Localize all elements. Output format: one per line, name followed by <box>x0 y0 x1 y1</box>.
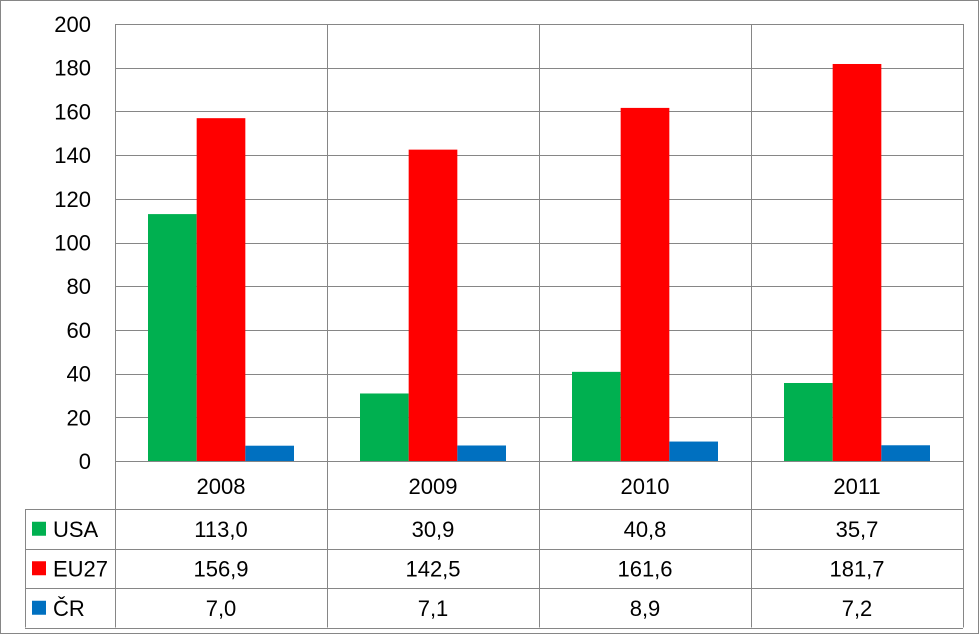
legend-key-usa <box>32 521 46 536</box>
y-tick-label: 120 <box>54 187 91 212</box>
y-tick-label: 200 <box>54 12 91 37</box>
data-table-cell: 156,9 <box>193 556 248 581</box>
x-tick-label: 2010 <box>621 474 670 499</box>
data-table-cell: 7,0 <box>206 596 237 621</box>
x-tick-label: 2009 <box>409 474 458 499</box>
bar-čr-2011 <box>881 445 930 461</box>
legend-label: USA <box>53 517 99 542</box>
data-table-cell: 113,0 <box>194 517 247 542</box>
bar-čr-2010 <box>669 441 718 461</box>
y-tick-label: 140 <box>54 143 91 168</box>
legend-label: ČR <box>53 596 85 621</box>
data-table-cell: 40,8 <box>624 517 667 542</box>
x-tick-label: 2008 <box>197 474 246 499</box>
y-tick-label: 0 <box>79 449 91 474</box>
x-tick-label: 2011 <box>833 474 880 499</box>
bar-usa-2008 <box>148 214 197 461</box>
legend-key-čr <box>32 600 46 615</box>
data-table-cell: 7,2 <box>842 596 873 621</box>
data-table-cell: 7,1 <box>418 596 449 621</box>
y-tick-label: 180 <box>54 56 91 81</box>
y-tick-label: 60 <box>67 318 91 343</box>
bar-eu27-2010 <box>620 107 670 462</box>
data-table-cell: 30,9 <box>412 517 455 542</box>
data-table-cell: 35,7 <box>836 517 879 542</box>
bar-čr-2009 <box>457 445 506 461</box>
data-table-cell: 8,9 <box>630 596 661 621</box>
data-table-cell: 142,5 <box>405 556 460 581</box>
data-table-cell: 181,7 <box>829 556 884 581</box>
y-tick-label: 40 <box>67 362 91 387</box>
y-tick-label: 20 <box>67 405 91 430</box>
bar-usa-2009 <box>360 393 409 461</box>
y-tick-label: 160 <box>54 99 91 124</box>
legend-label: EU27 <box>53 556 108 581</box>
y-tick-label: 100 <box>54 231 91 256</box>
y-tick-label: 80 <box>67 274 91 299</box>
bar-usa-2011 <box>784 382 833 461</box>
bar-eu27-2009 <box>408 149 458 461</box>
bar-eu27-2011 <box>832 63 882 461</box>
bar-eu27-2008 <box>196 118 246 462</box>
bar-usa-2010 <box>572 371 621 461</box>
data-table-cell: 161,6 <box>617 556 672 581</box>
legend-key-eu27 <box>32 561 46 576</box>
bar-čr-2008 <box>245 445 294 461</box>
